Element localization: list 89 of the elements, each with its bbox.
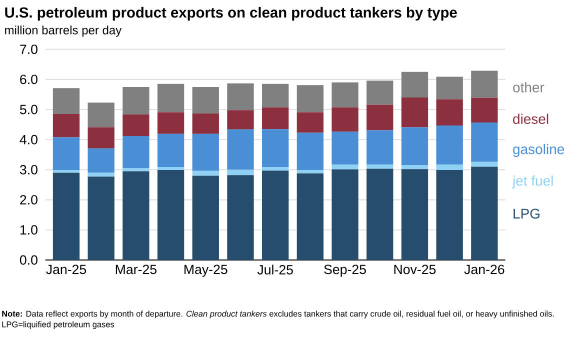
series-label: jet fuel	[512, 176, 553, 189]
bar	[88, 176, 114, 260]
bar	[471, 162, 498, 167]
bar	[332, 164, 358, 170]
chart-subtitle: million barrels per day	[5, 26, 122, 37]
bar	[122, 171, 150, 260]
bar	[471, 98, 498, 122]
x-tick-label: Nov-25	[394, 264, 436, 274]
bar	[52, 88, 80, 114]
bar	[436, 125, 463, 165]
bar	[192, 113, 219, 134]
bar	[88, 148, 114, 173]
series-label: LPG	[514, 208, 540, 219]
bar	[88, 172, 114, 177]
y-tick-label: 3.0	[20, 164, 38, 174]
y-tick-label: 2.0	[20, 195, 38, 205]
bar	[262, 170, 289, 260]
bar	[332, 107, 358, 132]
bar	[296, 132, 324, 170]
bar	[122, 136, 150, 168]
bar	[157, 170, 184, 260]
x-tick-label: Jan-26	[464, 264, 504, 274]
bar	[262, 107, 289, 130]
bar	[332, 169, 358, 260]
bar	[122, 168, 150, 172]
bar	[122, 114, 150, 136]
series-label: gasoline	[513, 144, 564, 157]
bar	[227, 175, 254, 260]
bar	[88, 127, 114, 148]
bar	[471, 122, 498, 162]
bar	[296, 173, 324, 260]
bar	[436, 164, 463, 170]
bar	[52, 172, 80, 260]
series-label: other	[513, 82, 544, 92]
text: Note: Data reflect exports by month of departure. Clean product tankers excludes tankers that carry crude oil, residual fuel oil, or heavy unfinished oils.	[2, 310, 554, 318]
bar	[262, 129, 289, 168]
bar	[262, 84, 289, 108]
y-tick-label: 6.0	[20, 74, 38, 84]
y-tick-label: 4.0	[20, 134, 38, 144]
x-tick-label: Jul-25	[257, 264, 293, 274]
bar	[401, 127, 428, 166]
bar	[366, 80, 394, 105]
bar	[471, 166, 498, 260]
bar	[192, 86, 219, 114]
bar	[401, 97, 428, 128]
bar	[366, 164, 394, 169]
bar	[296, 170, 324, 174]
bar	[157, 134, 184, 167]
y-tick-label: 0.0	[20, 255, 38, 265]
y-tick-label: 1.0	[20, 225, 38, 235]
text: LPG=liquified petroleum gases	[2, 321, 114, 329]
bar	[366, 168, 394, 260]
x-tick-label: Mar-25	[116, 264, 157, 274]
bar	[366, 104, 394, 130]
y-tick-label: 7.0	[20, 44, 38, 54]
bar	[52, 137, 80, 170]
bar	[401, 169, 428, 260]
bar	[296, 85, 324, 112]
x-tick-label: Sep-25	[324, 264, 366, 277]
bar	[157, 167, 184, 170]
bar	[296, 112, 324, 133]
bar	[262, 167, 289, 171]
bar	[436, 170, 463, 260]
bar	[227, 129, 254, 170]
bar	[227, 83, 254, 110]
bar	[401, 165, 428, 170]
y-tick-label: 5.0	[20, 104, 38, 114]
bar	[192, 176, 219, 260]
series-label: diesel	[513, 114, 548, 124]
bar	[366, 130, 394, 165]
bar	[471, 70, 498, 98]
bar	[192, 170, 219, 176]
bar	[52, 114, 80, 138]
bar	[332, 82, 358, 108]
bar	[332, 132, 358, 165]
bar	[157, 112, 184, 134]
bar	[436, 76, 463, 100]
bar	[52, 170, 80, 173]
x-tick-label: Jan-25	[46, 264, 86, 274]
bar	[192, 134, 219, 171]
bar	[157, 84, 184, 112]
x-tick-label: May-25	[184, 264, 228, 277]
bar	[227, 170, 254, 176]
chart-title: U.S. petroleum product exports on clean product tankers by type	[5, 6, 457, 21]
bar	[436, 99, 463, 126]
bar	[88, 102, 114, 128]
bar	[122, 86, 150, 114]
bar	[227, 110, 254, 130]
bar	[401, 72, 428, 98]
